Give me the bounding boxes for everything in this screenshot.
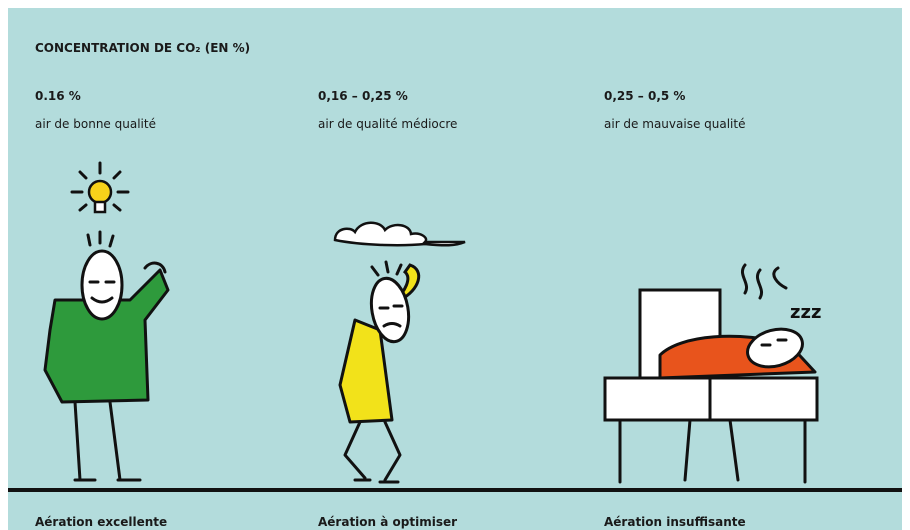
sleep-text: zzz: [790, 302, 821, 323]
range: 0,25 – 0,5 %: [604, 89, 685, 103]
description: air de mauvaise qualité: [604, 117, 745, 131]
verdict: Aération insuffisante: [604, 515, 746, 529]
range: 0,16 – 0,25 %: [318, 89, 408, 103]
verdict: Aération à optimiser: [318, 515, 457, 529]
verdict: Aération excellente: [35, 515, 167, 529]
title: CONCENTRATION DE CO₂ (EN %): [35, 41, 250, 55]
description: air de qualité médiocre: [318, 117, 457, 131]
range: 0.16 %: [35, 89, 81, 103]
background: [8, 8, 902, 530]
infographic: CONCENTRATION DE CO₂ (EN %) 0.16 % air d…: [0, 0, 910, 530]
description: air de bonne qualité: [35, 117, 156, 131]
